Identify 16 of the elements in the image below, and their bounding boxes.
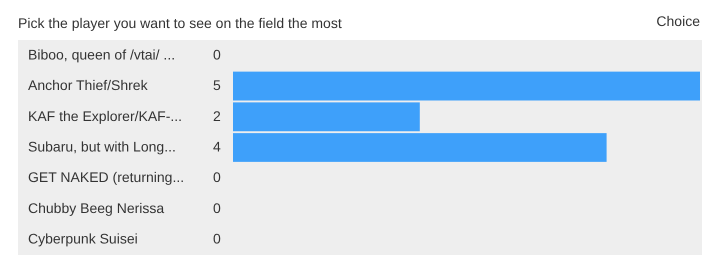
chart-title: Pick the player you want to see on the field the most — [18, 15, 342, 31]
text: Choice — [656, 13, 700, 29]
y-tick-label: KAF the Explorer/KAF-... — [28, 108, 182, 124]
data-label: 0 — [213, 230, 221, 247]
y-tick-label: GET NAKED (returning... — [28, 169, 184, 186]
data-label: 0 — [213, 169, 221, 186]
data-label: 0 — [213, 46, 221, 62]
data-label: 2 — [213, 108, 221, 124]
y-tick-label: Subaru, but with Long... — [28, 138, 176, 154]
data-label: 5 — [213, 77, 221, 94]
data-label: 4 — [213, 138, 221, 154]
y-tick-label: Cyberpunk Suisei — [28, 230, 138, 247]
y-tick-label: Chubby Beeg Nerissa — [28, 200, 164, 216]
y-tick-label: Biboo, queen of /vtai/ ... — [28, 46, 176, 62]
data-label: 0 — [213, 200, 221, 216]
y-tick-label: Anchor Thief/Shrek — [28, 77, 149, 94]
